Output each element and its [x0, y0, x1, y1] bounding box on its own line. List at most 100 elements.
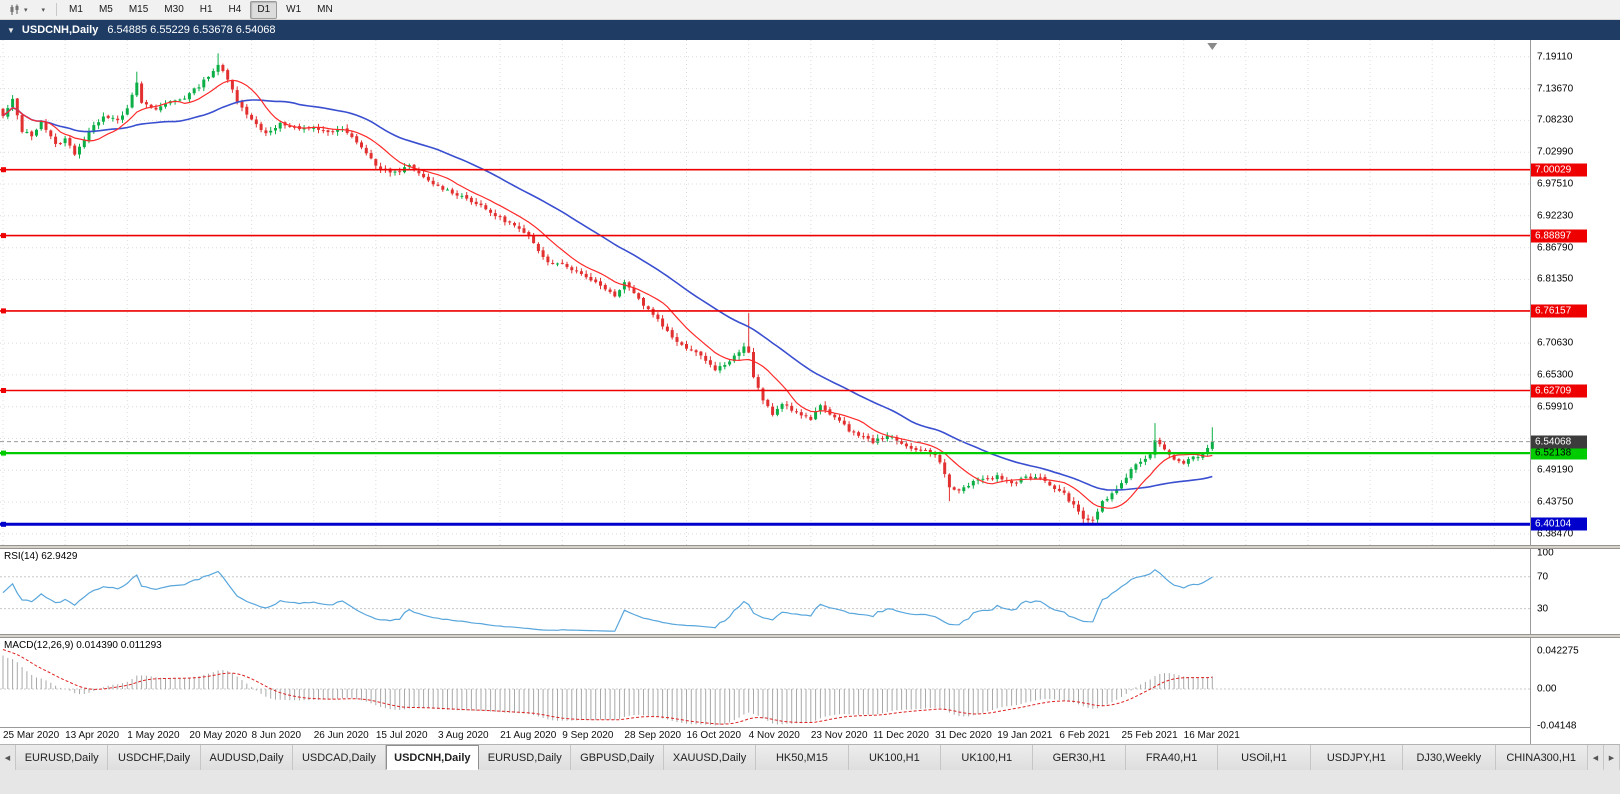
macd-axis-tick: 0.00: [1537, 683, 1557, 695]
candlestick-icon: [10, 4, 19, 15]
current-price-label: 6.54068: [1531, 435, 1587, 449]
hline-price-label: 6.76157: [1531, 304, 1587, 318]
price-axis-tick: 6.49190: [1537, 464, 1574, 476]
timeframe-button-mn[interactable]: MN: [317, 4, 333, 15]
rsi-axis-tick: 30: [1537, 603, 1549, 615]
tab-scroll-left-button[interactable]: ◀: [0, 745, 16, 770]
date-label: 9 Sep 2020: [562, 730, 614, 741]
date-label: 31 Dec 2020: [935, 730, 992, 741]
hline-price-label: 6.40104: [1531, 517, 1587, 531]
date-label: 28 Sep 2020: [624, 730, 682, 741]
top-toolbar: ▾ ▾ M1 M5 M15 M30 H1 H4 D1 W1 MN: [0, 0, 1620, 20]
tab-fra40-h1[interactable]: FRA40,H1: [1125, 745, 1219, 770]
date-label: 16 Mar 2021: [1183, 730, 1240, 741]
price-axis[interactable]: 7.19110 7.13670 7.08230 7.02990 6.97510 6.922…: [1530, 40, 1620, 744]
panel-separator-rsi[interactable]: [0, 545, 1620, 549]
price-axis-tick: 7.02990: [1537, 146, 1574, 158]
price-axis-tick: 6.86790: [1537, 242, 1574, 254]
panel-separator-macd[interactable]: [0, 634, 1620, 638]
date-label: 8 Jun 2020: [251, 730, 302, 741]
price-chart[interactable]: [0, 40, 1530, 545]
price-axis-tick: 6.81350: [1537, 273, 1574, 285]
price-axis-tick: 6.38470: [1537, 528, 1574, 540]
chart-options-dropdown-button[interactable]: ▾: [34, 1, 52, 19]
tab-list: EURUSD,Daily USDCHF,Daily AUDUSD,Daily USDC…: [16, 745, 1588, 770]
tab-hk50-m15[interactable]: HK50,M15: [756, 745, 849, 770]
chart-tabbar: ◀ EURUSD,Daily USDCHF,Daily AUDUSD,Daily US…: [0, 744, 1620, 770]
date-label: 26 Jun 2020: [313, 730, 369, 741]
timeframe-button-m1[interactable]: M1: [69, 4, 83, 15]
price-axis-tick: 6.97510: [1537, 178, 1574, 190]
date-label: 4 Nov 2020: [748, 730, 800, 741]
macd-axis-tick: -0.04148: [1537, 720, 1577, 732]
toolbar-separator: [56, 3, 58, 16]
price-axis-tick: 6.59910: [1537, 401, 1574, 413]
tab-dj30-weekly[interactable]: DJ30,Weekly: [1403, 745, 1496, 770]
candles-canvas[interactable]: [0, 40, 1530, 545]
tab-audusd-daily[interactable]: AUDUSD,Daily: [200, 745, 294, 770]
timeframe-button-m30[interactable]: M30: [164, 4, 184, 15]
tab-usdcnh-daily[interactable]: USDCNH,Daily: [385, 745, 480, 770]
date-label: 25 Mar 2020: [3, 730, 60, 741]
rsi-canvas[interactable]: [0, 549, 1530, 634]
date-label: 21 Aug 2020: [500, 730, 557, 741]
chart-type-button[interactable]: ▾: [3, 1, 34, 19]
tab-china300-h1[interactable]: CHINA300,H1: [1495, 745, 1588, 770]
tab-uk100-h1[interactable]: UK100,H1: [848, 745, 942, 770]
date-label: 11 Dec 2020: [872, 730, 929, 741]
price-axis-tick: 7.08230: [1537, 114, 1574, 126]
rsi-panel[interactable]: RSI(14) 62.9429: [0, 549, 1530, 634]
date-label: 19 Jan 2021: [997, 730, 1053, 741]
timeframe-button-w1[interactable]: W1: [286, 4, 302, 15]
window-menu-icon[interactable]: ▼: [7, 25, 15, 35]
chart-ohlc-values: 6.54885 6.55229 6.53678 6.54068: [107, 24, 276, 36]
chevron-down-icon: ▾: [24, 6, 28, 14]
timeframe-button-h1[interactable]: H1: [199, 4, 213, 15]
price-axis-tick: 6.43750: [1537, 496, 1574, 508]
date-label: 16 Oct 2020: [686, 730, 742, 741]
tab-eurusd-daily[interactable]: EURUSD,Daily: [479, 745, 572, 770]
tab-usdchf-daily[interactable]: USDCHF,Daily: [108, 745, 201, 770]
macd-canvas[interactable]: [0, 638, 1530, 727]
date-label: 25 Feb 2021: [1121, 730, 1178, 741]
date-label: 6 Feb 2021: [1059, 730, 1110, 741]
chevron-down-icon: ▾: [41, 6, 46, 14]
tab-usoil-h1[interactable]: USOil,H1: [1218, 745, 1311, 770]
date-label: 3 Aug 2020: [437, 730, 489, 741]
timeframe-button-d1[interactable]: D1: [250, 0, 278, 19]
tab-xauusd-daily[interactable]: XAUUSD,Daily: [663, 745, 757, 770]
rsi-axis-tick: 70: [1537, 571, 1549, 583]
macd-label: MACD(12,26,9) 0.014390 0.011293: [4, 640, 162, 651]
tab-scroll-prev-button[interactable]: ◀: [1588, 745, 1604, 770]
tab-gbpusd-daily[interactable]: GBPUSD,Daily: [571, 745, 664, 770]
timeframe-button-m5[interactable]: M5: [98, 4, 113, 15]
status-strip: [0, 770, 1620, 794]
rsi-axis-tick: 100: [1537, 547, 1554, 559]
date-label: 15 Jul 2020: [375, 730, 428, 741]
hline-price-label: 6.88897: [1531, 229, 1587, 243]
date-label: 23 Nov 2020: [810, 730, 868, 741]
macd-panel[interactable]: MACD(12,26,9) 0.014390 0.011293: [0, 638, 1530, 727]
price-axis-tick: 6.70630: [1537, 337, 1574, 349]
chart-window-titlebar[interactable]: ▼ USDCNH,Daily 6.54885 6.55229 6.53678 6…: [0, 20, 1620, 40]
date-label: 13 Apr 2020: [65, 730, 120, 741]
tab-usdjpy-h1[interactable]: USDJPY,H1: [1310, 745, 1404, 770]
tab-uk100-h1[interactable]: UK100,H1: [941, 745, 1034, 770]
date-label: 20 May 2020: [189, 730, 248, 741]
tab-usdcad-daily[interactable]: USDCAD,Daily: [293, 745, 386, 770]
timeframe-buttons: M1 M5 M15 M30 H1 H4 D1 W1 MN: [62, 0, 340, 19]
price-axis-tick: 7.19110: [1537, 51, 1573, 63]
hline-price-label: 6.62709: [1531, 384, 1587, 398]
macd-axis-tick: 0.042275: [1537, 645, 1579, 657]
hline-price-label: 7.00029: [1531, 163, 1587, 177]
hline-price-label: 6.52138: [1531, 446, 1587, 460]
timeframe-button-m15[interactable]: M15: [128, 4, 149, 15]
price-axis-tick: 6.92230: [1537, 210, 1574, 222]
date-label: 1 May 2020: [127, 730, 180, 741]
tab-ger30-h1[interactable]: GER30,H1: [1033, 745, 1126, 770]
date-axis[interactable]: 25 Mar 2020 13 Apr 2020 1 May 2020 20 May 2…: [0, 727, 1530, 744]
timeframe-button-h4[interactable]: H4: [228, 4, 242, 15]
tab-eurusd-daily[interactable]: EURUSD,Daily: [16, 745, 109, 770]
price-axis-tick: 7.13670: [1537, 83, 1574, 95]
tab-scroll-next-button[interactable]: ▶: [1604, 745, 1620, 770]
